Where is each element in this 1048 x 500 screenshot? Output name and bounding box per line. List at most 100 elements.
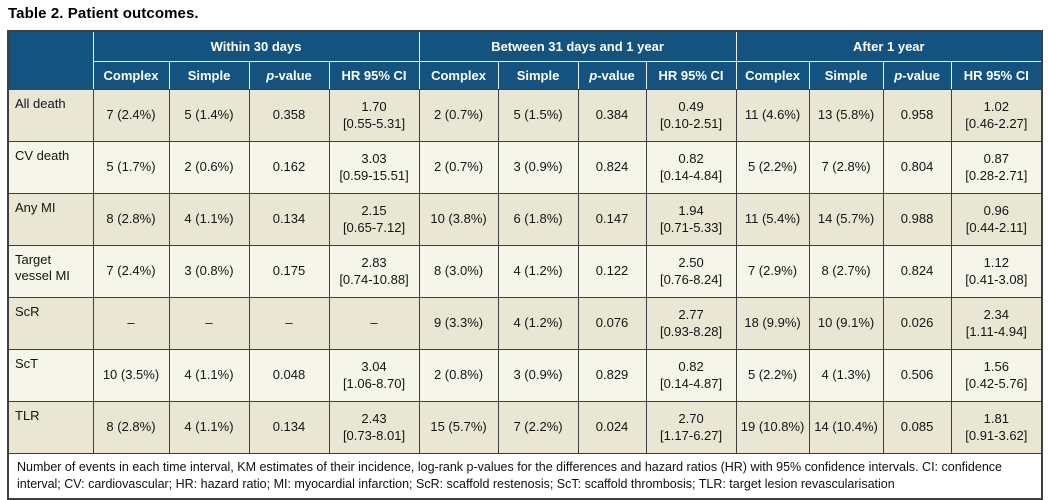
p-rest: -value (902, 68, 940, 83)
subheader-hr-ci-31d1y: HR 95% CI (645, 61, 737, 90)
table-row-tlr: TLR 8 (2.8%) 4 (1.1%) 0.134 2.43 [0.73-8… (7, 401, 1043, 454)
cell: 9 (3.3%) (418, 297, 499, 350)
subheader-p-value-after1y: p-value (882, 61, 952, 90)
cell: 2.50 [0.76-8.24] (645, 245, 737, 298)
corner-cell (7, 30, 94, 90)
subheader-p-value-30d: p-value (248, 61, 330, 90)
cell: 8 (2.7%) (808, 245, 884, 298)
p-rest: -value (597, 68, 635, 83)
cell: 19 (10.8%) (735, 401, 810, 454)
cell: 18 (9.9%) (735, 297, 810, 350)
cell: 10 (9.1%) (808, 297, 884, 350)
row-label: Any MI (7, 193, 94, 246)
cell: 0.384 (577, 89, 647, 142)
cell: 1.70 [0.55-5.31] (328, 89, 420, 142)
cell: 0.958 (882, 89, 952, 142)
cell: 5 (2.2%) (735, 141, 810, 194)
cell: 0.024 (577, 401, 647, 454)
p-italic: p (266, 68, 275, 83)
cell: 14 (5.7%) (808, 193, 884, 246)
subheader-hr-ci-after1y: HR 95% CI (950, 61, 1043, 90)
sub-header-row: Complex Simple p-value HR 95% CI Complex… (8, 61, 1043, 90)
row-label: ScR (7, 297, 94, 350)
group-header-within-30-days: Within 30 days (92, 30, 420, 62)
cell: 0.506 (882, 349, 952, 402)
cell: 0.085 (882, 401, 952, 454)
cell: 0.048 (248, 349, 330, 402)
subheader-simple-31d1y: Simple (497, 61, 579, 90)
cell: 0.988 (882, 193, 952, 246)
cell: 0.829 (577, 349, 647, 402)
cell: 1.12 [0.41-3.08] (950, 245, 1043, 298)
cell: 3 (0.9%) (497, 349, 579, 402)
cell: 10 (3.5%) (92, 349, 170, 402)
row-label: All death (7, 89, 94, 142)
cell: 2 (0.8%) (418, 349, 499, 402)
table-row-cv-death: CV death 5 (1.7%) 2 (0.6%) 0.162 3.03 [0… (7, 141, 1043, 194)
p-italic: p (894, 68, 903, 83)
patient-outcomes-table: Within 30 days Between 31 days and 1 yea… (7, 30, 1044, 500)
cell: 2.43 [0.73-8.01] (328, 401, 420, 454)
cell: 3.04 [1.06-8.70] (328, 349, 420, 402)
cell: 2.77 [0.93-8.28] (645, 297, 737, 350)
table-row-all-death: All death 7 (2.4%) 5 (1.4%) 0.358 1.70 [… (7, 89, 1043, 142)
cell: 5 (1.4%) (168, 89, 250, 142)
group-header-between-31-days-1-year: Between 31 days and 1 year (418, 30, 737, 62)
p-italic: p (589, 68, 598, 83)
cell: 0.026 (882, 297, 952, 350)
cell: 7 (2.9%) (735, 245, 810, 298)
cell: 8 (2.8%) (92, 401, 170, 454)
cell: 2.70 [1.17-6.27] (645, 401, 737, 454)
subheader-p-value-31d1y: p-value (577, 61, 647, 90)
cell: 2.83 [0.74-10.88] (328, 245, 420, 298)
cell: 2 (0.6%) (168, 141, 250, 194)
cell: 5 (2.2%) (735, 349, 810, 402)
group-header-row: Within 30 days Between 31 days and 1 yea… (7, 30, 1043, 90)
cell: 0.122 (577, 245, 647, 298)
cell: 0.804 (882, 141, 952, 194)
cell: 7 (2.4%) (92, 245, 170, 298)
p-rest: -value (274, 68, 312, 83)
cell: 3.03 [0.59-15.51] (328, 141, 420, 194)
cell: 4 (1.2%) (497, 245, 579, 298)
subheader-complex-30d: Complex (92, 61, 170, 90)
cell: 13 (5.8%) (808, 89, 884, 142)
cell: 11 (4.6%) (735, 89, 810, 142)
subheader-simple-after1y: Simple (808, 61, 884, 90)
subheader-simple-30d: Simple (168, 61, 250, 90)
table-row-sct: ScT 10 (3.5%) 4 (1.1%) 0.048 3.04 [1.06-… (7, 349, 1043, 402)
cell: 0.175 (248, 245, 330, 298)
cell: 0.824 (577, 141, 647, 194)
row-label: ScT (7, 349, 94, 402)
cell: 2.15 [0.65-7.12] (328, 193, 420, 246)
cell: 0.87 [0.28-2.71] (950, 141, 1043, 194)
cell: 0.824 (882, 245, 952, 298)
cell: 0.49 [0.10-2.51] (645, 89, 737, 142)
row-label: TLR (7, 401, 94, 454)
subheader-complex-after1y: Complex (735, 61, 810, 90)
cell: 1.02 [0.46-2.27] (950, 89, 1043, 142)
row-label: CV death (7, 141, 94, 194)
subheader-hr-ci-30d: HR 95% CI (328, 61, 420, 90)
cell: 4 (1.1%) (168, 193, 250, 246)
cell: 8 (2.8%) (92, 193, 170, 246)
cell: 5 (1.7%) (92, 141, 170, 194)
cell: – (328, 297, 420, 350)
cell: – (92, 297, 170, 350)
cell: 5 (1.5%) (497, 89, 579, 142)
cell: 0.96 [0.44-2.11] (950, 193, 1043, 246)
footnote-row: Number of events in each time interval, … (7, 453, 1043, 500)
cell: 15 (5.7%) (418, 401, 499, 454)
row-label: Target vessel MI (7, 245, 94, 298)
subheader-complex-31d1y: Complex (418, 61, 499, 90)
cell: 0.147 (577, 193, 647, 246)
table-title: Table 2. Patient outcomes. (8, 5, 199, 22)
cell: 0.82 [0.14-4.87] (645, 349, 737, 402)
cell: 1.56 [0.42-5.76] (950, 349, 1043, 402)
cell: 0.82 [0.14-4.84] (645, 141, 737, 194)
cell: 7 (2.2%) (497, 401, 579, 454)
cell: 0.134 (248, 401, 330, 454)
cell: 0.076 (577, 297, 647, 350)
cell: 3 (0.8%) (168, 245, 250, 298)
